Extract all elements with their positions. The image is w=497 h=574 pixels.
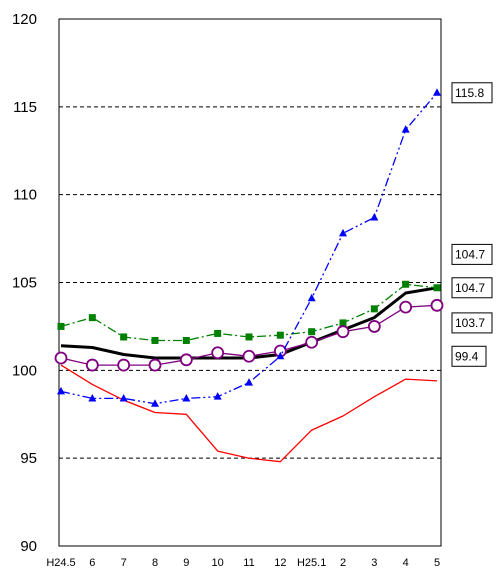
end-label: 104.7 <box>451 277 493 299</box>
x-tick-label: H24.5 <box>46 557 75 569</box>
y-tick-label: 115 <box>13 99 37 116</box>
data-point-triangle <box>213 392 222 400</box>
data-point-square <box>120 333 128 341</box>
end-label-box <box>451 82 493 104</box>
data-point-square <box>245 333 253 341</box>
data-point-circle <box>85 358 99 372</box>
y-tick-label: 100 <box>12 362 37 379</box>
end-label-box <box>451 345 487 367</box>
data-point-circle <box>242 349 256 363</box>
end-label: 104.7 <box>451 243 493 265</box>
y-tick-label: 95 <box>20 450 37 467</box>
x-tick-label: 7 <box>121 557 127 569</box>
x-tick-label: 12 <box>274 557 286 569</box>
end-label-text: 103.7 <box>455 316 485 330</box>
y-tick-label: 90 <box>20 538 37 555</box>
data-point-triangle <box>307 293 316 302</box>
gridlines <box>59 106 441 459</box>
end-label-text: 115.8 <box>455 86 484 100</box>
data-point-square <box>151 336 159 344</box>
series-2 <box>54 298 444 372</box>
end-label: 115.8 <box>451 82 493 104</box>
data-point-triangle <box>151 399 159 407</box>
x-tick-label: 3 <box>371 557 377 569</box>
series-1 <box>57 280 441 344</box>
data-point-square <box>57 322 65 330</box>
data-point-triangle <box>182 393 191 402</box>
data-point-triangle <box>119 393 128 402</box>
data-point-square <box>276 331 284 339</box>
data-point-triangle <box>339 228 347 237</box>
end-label-text: 104.7 <box>455 281 485 295</box>
data-point-circle <box>399 300 413 314</box>
data-point-triangle <box>433 88 441 96</box>
end-label-box <box>451 312 493 334</box>
series-layer <box>54 88 444 463</box>
x-tick-label: 10 <box>212 557 224 569</box>
data-point-circle <box>336 325 350 339</box>
x-tick-label: 5 <box>434 557 440 569</box>
x-tick-label: 4 <box>403 557 409 569</box>
data-point-circle <box>211 346 225 360</box>
data-point-triangle <box>57 386 65 395</box>
data-point-triangle <box>276 351 285 360</box>
data-point-square <box>182 336 190 344</box>
data-point-circle <box>179 353 193 367</box>
data-point-triangle <box>245 378 253 386</box>
data-point-circle <box>430 298 444 312</box>
end-label-text: 99.4 <box>455 349 479 363</box>
data-point-circle <box>367 320 381 333</box>
series-4 <box>57 88 441 407</box>
y-tick-label: 105 <box>12 275 37 292</box>
data-point-triangle <box>88 393 97 402</box>
x-tick-label: H25.1 <box>297 557 326 569</box>
plot-frame <box>58 18 442 547</box>
data-point-triangle <box>370 213 379 221</box>
end-label: 99.4 <box>451 345 487 367</box>
y-axis-ticks: 90 95 100 105 110 115 120 <box>12 11 37 555</box>
data-point-triangle <box>401 125 410 133</box>
data-point-circle <box>305 335 319 349</box>
y-tick-label: 120 <box>12 11 37 28</box>
end-label-text: 104.7 <box>455 247 485 261</box>
y-tick-label: 110 <box>13 187 37 204</box>
data-point-square <box>402 280 410 288</box>
end-label: 103.7 <box>451 312 493 334</box>
data-point-square <box>433 284 441 292</box>
end-label-box <box>451 243 493 265</box>
end-labels: 115.8 104.7 104.7 103.7 99.4 <box>451 82 493 367</box>
data-point-square <box>370 305 378 313</box>
data-point-circle <box>54 351 68 365</box>
data-point-square <box>214 329 222 337</box>
x-tick-label: 6 <box>89 557 95 569</box>
data-point-square <box>88 314 96 322</box>
x-tick-label: 11 <box>243 557 254 569</box>
data-point-circle <box>117 358 131 372</box>
end-label-box <box>451 277 493 299</box>
x-tick-label: 9 <box>183 557 189 569</box>
x-tick-label: 2 <box>340 557 346 569</box>
data-point-square <box>308 328 316 336</box>
data-point-square <box>339 319 347 327</box>
data-point-circle <box>148 358 162 372</box>
x-tick-label: 8 <box>152 557 158 569</box>
x-axis-ticks: H24.5 6 7 8 9 10 11 12 H25.1 2 3 4 5 <box>46 557 440 569</box>
